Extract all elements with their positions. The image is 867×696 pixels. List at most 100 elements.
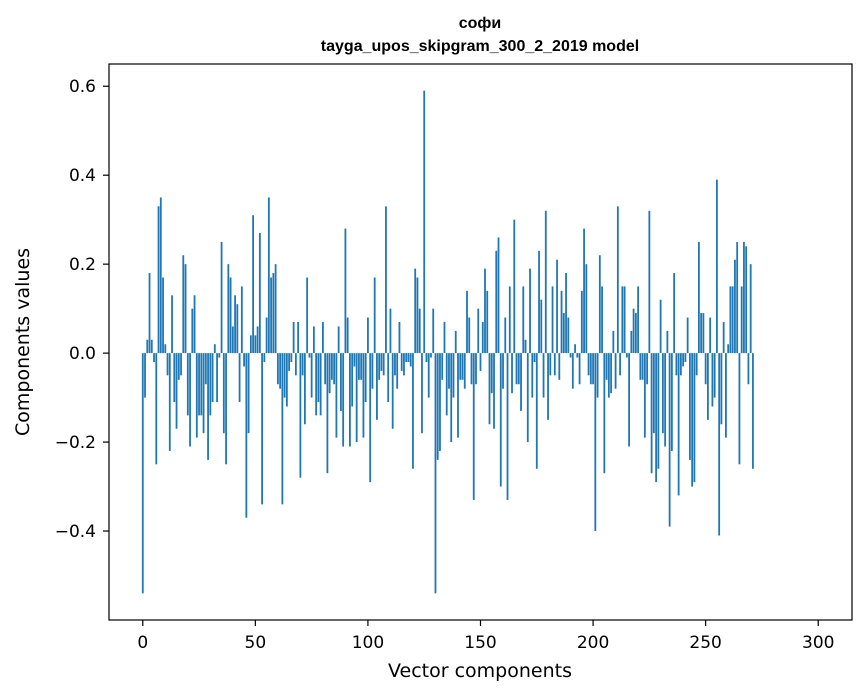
bar-18 [182, 255, 185, 354]
bar-133 [441, 353, 444, 380]
bar-66 [290, 353, 293, 363]
bar-16 [177, 353, 180, 380]
bar-269 [747, 353, 750, 385]
bar-256 [718, 353, 721, 536]
bar-4 [150, 339, 153, 354]
bar-245 [693, 353, 696, 483]
bar-227 [652, 353, 655, 434]
bar-71 [301, 353, 304, 376]
bar-182 [551, 286, 554, 354]
bar-217 [630, 330, 633, 354]
bar-253 [711, 353, 714, 407]
bar-80 [321, 321, 324, 354]
bar-23 [193, 295, 196, 354]
bar-74 [308, 353, 311, 358]
bar-128 [430, 353, 432, 358]
bar-33 [216, 353, 218, 403]
bar-172 [529, 268, 531, 354]
bar-97 [360, 353, 363, 380]
bar-150 [479, 353, 482, 371]
y-tick-label-2: 0.0 [69, 344, 96, 364]
bar-140 [457, 353, 459, 438]
bar-2 [146, 339, 149, 354]
bar-268 [745, 246, 748, 354]
bar-108 [385, 206, 387, 354]
bar-28 [204, 353, 207, 385]
bar-239 [679, 353, 682, 376]
bar-159 [499, 353, 502, 487]
bar-34 [218, 353, 221, 358]
bar-193 [576, 353, 579, 358]
bar-6 [155, 353, 158, 465]
bar-0 [141, 353, 144, 594]
bar-235 [670, 353, 673, 451]
bar-44 [240, 286, 243, 354]
bar-43 [238, 353, 241, 403]
bar-58 [272, 273, 275, 354]
bar-213 [621, 286, 624, 354]
bar-158 [497, 237, 500, 354]
bar-96 [358, 353, 360, 380]
bar-207 [607, 353, 610, 398]
bar-21 [189, 353, 191, 447]
bar-19 [184, 264, 187, 354]
bar-63 [283, 353, 286, 398]
bar-270 [749, 264, 752, 354]
bar-203 [598, 255, 601, 354]
bar-242 [686, 317, 689, 354]
bar-81 [324, 353, 327, 385]
bar-250 [704, 353, 707, 385]
bar-series [141, 90, 754, 594]
bar-69 [297, 321, 300, 354]
bar-233 [666, 330, 669, 354]
bar-238 [677, 353, 680, 496]
bar-46 [245, 353, 248, 518]
bar-243 [688, 353, 691, 460]
bar-191 [571, 353, 574, 389]
bar-149 [477, 308, 480, 354]
bar-176 [538, 250, 540, 354]
bar-123 [418, 308, 421, 354]
bar-90 [344, 228, 347, 354]
bar-94 [353, 353, 356, 367]
bar-234 [668, 353, 671, 527]
bar-265 [738, 353, 741, 465]
bar-205 [603, 353, 606, 474]
bar-37 [225, 353, 227, 465]
bar-209 [612, 330, 615, 354]
bar-103 [373, 277, 376, 354]
bar-91 [346, 317, 349, 354]
bar-141 [459, 353, 462, 380]
bar-167 [517, 353, 520, 385]
bar-116 [403, 353, 405, 376]
bar-134 [443, 321, 446, 354]
bar-260 [727, 344, 730, 354]
bar-36 [222, 353, 225, 434]
bar-224 [646, 353, 649, 385]
y-axis-ticks: −0.4 −0.2 0.0 0.2 0.4 0.6 [55, 77, 109, 542]
bar-26 [200, 353, 203, 416]
bar-255 [716, 179, 718, 354]
bar-185 [558, 353, 561, 380]
x-tick-label-200: 200 [577, 633, 609, 653]
bar-106 [380, 353, 383, 371]
bar-32 [213, 344, 216, 354]
bar-35 [220, 241, 223, 354]
bar-15 [175, 353, 178, 429]
bar-157 [495, 250, 498, 354]
bar-27 [202, 353, 205, 434]
bar-143 [463, 353, 466, 389]
x-tick-label-300: 300 [802, 633, 834, 653]
x-tick-label-100: 100 [352, 633, 384, 653]
bar-99 [364, 353, 367, 403]
bar-100 [367, 317, 369, 354]
bar-76 [312, 326, 315, 354]
bar-124 [421, 353, 423, 434]
x-tick-label-50: 50 [245, 633, 267, 653]
chart-subtitle: tayga_upos_skipgram_300_2_2019 model [321, 38, 639, 55]
bar-79 [319, 353, 322, 416]
bar-166 [515, 353, 518, 385]
bar-89 [342, 353, 345, 447]
bar-198 [587, 353, 590, 376]
